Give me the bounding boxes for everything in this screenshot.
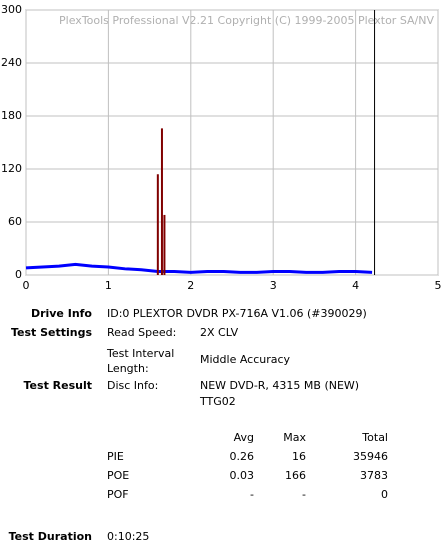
label: Drive Info (30, 307, 92, 320)
value: Middle Accuracy (200, 353, 291, 366)
y-tick-label: 0 (15, 268, 22, 281)
label: Test Interval Length: (107, 347, 175, 375)
stats-header: Total (362, 431, 388, 444)
label: Read Speed: (107, 326, 177, 339)
label: Test Duration (8, 530, 92, 543)
stats-cell: 166 (285, 469, 306, 482)
stats-cell: - (302, 488, 306, 501)
stats-cell: 35946 (353, 450, 388, 463)
watermark: PlexTools Professional V2.21 Copyright (… (59, 14, 434, 27)
stats-header: Avg (233, 431, 254, 444)
x-tick-label: 1 (105, 279, 112, 292)
x-tick-label: 2 (187, 279, 194, 292)
x-tick-label: 0 (23, 279, 30, 292)
stats-cell: 0.03 (229, 469, 255, 482)
plot-frame (25, 9, 439, 276)
stats-row-label: POF (107, 488, 129, 501)
y-tick-label: 120 (1, 162, 22, 175)
stats-cell: 0.26 (229, 450, 255, 463)
label: Test Result (23, 379, 92, 392)
y-tick-label: 180 (1, 109, 22, 122)
value: 0:10:25 (107, 530, 150, 543)
label: Disc Info: (107, 379, 159, 392)
label: Test Settings (10, 326, 92, 339)
x-tick-label: 3 (270, 279, 277, 292)
x-tick-label: 4 (352, 279, 359, 292)
stats-header: Max (283, 431, 306, 444)
y-tick-label: 300 (1, 3, 22, 16)
y-tick-label: 240 (1, 56, 22, 69)
value: 2X CLV (200, 326, 239, 339)
stats-cell: 16 (292, 450, 306, 463)
chart: PlexTools Professional V2.21 Copyright (… (1, 3, 442, 292)
y-tick-label: 60 (8, 215, 22, 228)
x-tick-label: 5 (435, 279, 442, 292)
stats-cell: 0 (381, 488, 388, 501)
value: NEW DVD-R, 4315 MB (NEW) (200, 379, 360, 392)
stats-cell: 3783 (360, 469, 388, 482)
stats-row-label: POE (107, 469, 130, 482)
stats-cell: - (250, 488, 254, 501)
stats-row-label: PIE (107, 450, 124, 463)
pie-line (25, 262, 373, 274)
value: ID:0 PLEXTOR DVDR PX-716A V1.06 (#390029… (107, 307, 367, 320)
value: TTG02 (200, 395, 236, 408)
